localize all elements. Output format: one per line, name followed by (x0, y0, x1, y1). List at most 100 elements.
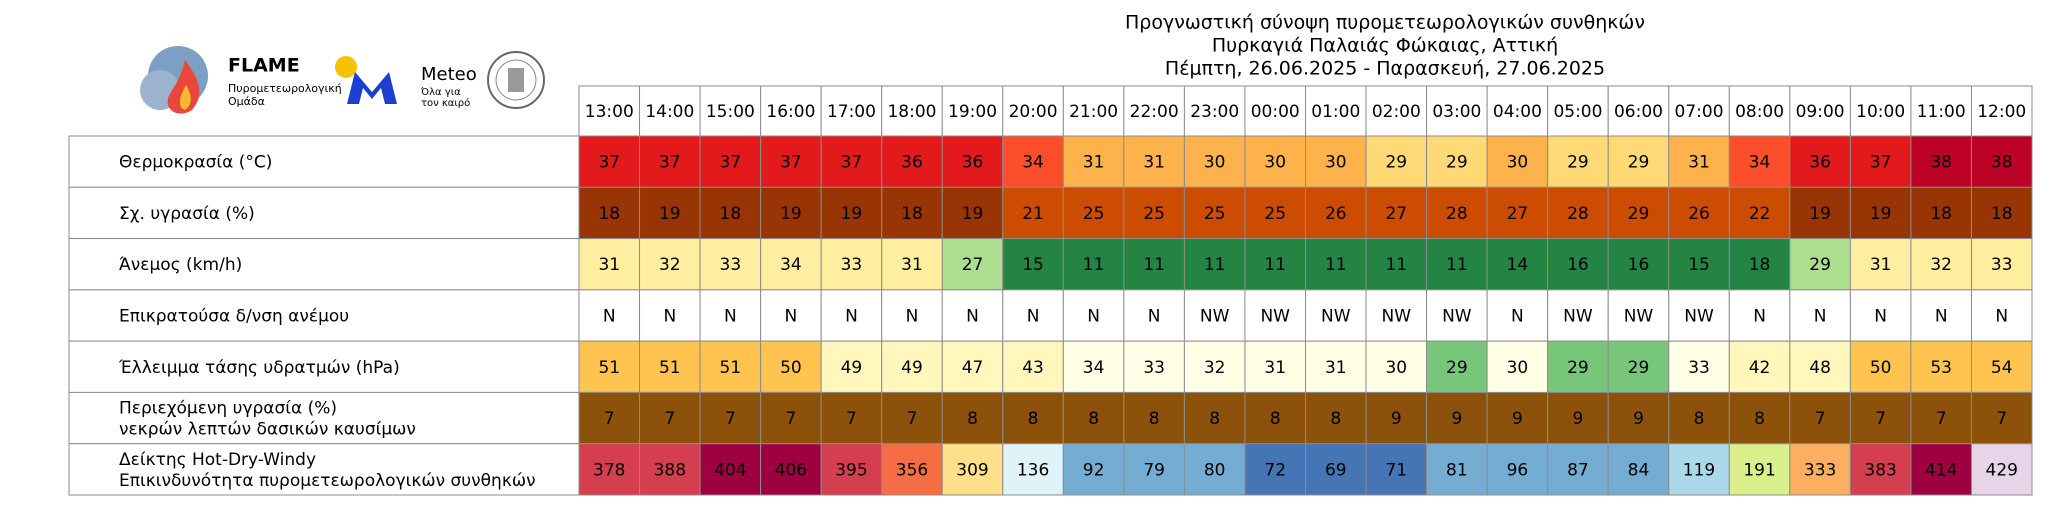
value-cell (1547, 186, 1609, 240)
value-cell (1849, 186, 1912, 240)
cell-value: 29 (1446, 358, 1468, 378)
row-label: Δείκτης Hot-Dry-Windy (119, 450, 316, 470)
cell-value: 333 (1804, 460, 1836, 480)
cell-value: 38 (1991, 153, 2013, 173)
cell-value: N (663, 307, 676, 327)
value-cell (820, 238, 883, 291)
cell-value: 36 (1809, 153, 1831, 173)
cell-value: 11 (1264, 255, 1286, 275)
hour-header-cell (1365, 85, 1428, 137)
cell-value: 15 (1688, 255, 1710, 275)
value-cell (1728, 289, 1791, 342)
cell-value: 71 (1385, 460, 1407, 480)
cell-value: N (1027, 307, 1040, 327)
cell-value: 7 (725, 409, 736, 429)
cell-value: 29 (1628, 204, 1650, 224)
row-label: Θερμοκρασία (°C) (119, 153, 272, 173)
cell-value: 37 (841, 153, 863, 173)
cell-value: 404 (714, 460, 746, 480)
hour-label: 14:00 (645, 102, 694, 122)
cell-value: 53 (1930, 358, 1952, 378)
title: Πυρκαγιά Παλαιάς Φώκαιας, Αττική (1212, 35, 1558, 57)
value-cell (1426, 340, 1488, 393)
value-cell (1668, 289, 1730, 342)
value-cell (1305, 289, 1367, 342)
cell-value: 30 (1507, 358, 1529, 378)
cell-value: N (785, 307, 798, 327)
cell-value: 34 (1749, 153, 1771, 173)
value-cell (1123, 238, 1185, 291)
hour-header-cell (1970, 85, 2033, 137)
value-cell (639, 238, 701, 291)
cell-value: 31 (1870, 255, 1892, 275)
cell-value: 92 (1083, 460, 1105, 480)
value-cell (1062, 443, 1125, 496)
value-cell (1849, 340, 1912, 393)
value-cell (1486, 186, 1549, 240)
cell-value: 27 (1507, 204, 1529, 224)
value-cell (1062, 391, 1125, 445)
value-cell (1123, 135, 1185, 188)
value-cell (1365, 443, 1428, 496)
value-cell (1244, 238, 1307, 291)
cell-value: 19 (1809, 204, 1831, 224)
hour-label: 23:00 (1190, 102, 1239, 122)
value-cell (1910, 135, 1972, 188)
value-cell (1365, 289, 1428, 342)
hour-header-cell (1728, 85, 1791, 137)
row-label-cell (68, 289, 580, 342)
value-cell (578, 289, 641, 342)
cell-value: N (603, 307, 616, 327)
cell-value: 429 (1986, 460, 2018, 480)
value-cell (1849, 238, 1912, 291)
cell-value: 30 (1204, 153, 1226, 173)
value-cell (1365, 391, 1428, 445)
cell-value: 388 (654, 460, 686, 480)
value-cell (820, 340, 883, 393)
value-cell (820, 391, 883, 445)
value-cell (639, 289, 701, 342)
row-label: Επικρατούσα δ/νση ανέμου (119, 307, 349, 327)
cell-value: 309 (956, 460, 988, 480)
value-cell (1910, 238, 1972, 291)
cell-value: 8 (1754, 409, 1765, 429)
value-cell (941, 238, 1004, 291)
cell-value: 48 (1809, 358, 1831, 378)
cell-value: N (845, 307, 858, 327)
cell-value: 49 (841, 358, 863, 378)
value-cell (578, 186, 641, 240)
value-cell (760, 391, 822, 445)
cell-value: 84 (1628, 460, 1650, 480)
cell-value: 29 (1567, 358, 1589, 378)
cell-value: 80 (1204, 460, 1226, 480)
cell-value: 32 (1930, 255, 1952, 275)
hour-label: 19:00 (948, 102, 997, 122)
cell-value: 47 (962, 358, 984, 378)
value-cell (699, 289, 762, 342)
value-cell (941, 186, 1004, 240)
cell-value: 49 (901, 358, 923, 378)
value-cell (1486, 340, 1549, 393)
value-cell (1607, 289, 1670, 342)
value-cell (881, 238, 943, 291)
value-cell (699, 391, 762, 445)
cell-value: 26 (1688, 204, 1710, 224)
value-cell (1244, 443, 1307, 496)
title: Προγνωστική σύνοψη πυρομετεωρολογικών συ… (1125, 12, 1645, 34)
cell-value: 19 (841, 204, 863, 224)
cell-value: 42 (1749, 358, 1771, 378)
hour-label: 01:00 (1311, 102, 1360, 122)
row-label-cell (68, 391, 580, 445)
cell-value: 16 (1567, 255, 1589, 275)
cell-value: 7 (1996, 409, 2007, 429)
hour-label: 02:00 (1372, 102, 1421, 122)
hour-label: 10:00 (1856, 102, 1905, 122)
cell-value: 34 (1083, 358, 1105, 378)
value-cell (1970, 238, 2033, 291)
cell-value: 9 (1512, 409, 1523, 429)
cell-value: 33 (1143, 358, 1165, 378)
value-cell (578, 443, 641, 496)
cell-value: 30 (1325, 153, 1347, 173)
value-cell (1486, 391, 1549, 445)
cell-value: 8 (1209, 409, 1220, 429)
